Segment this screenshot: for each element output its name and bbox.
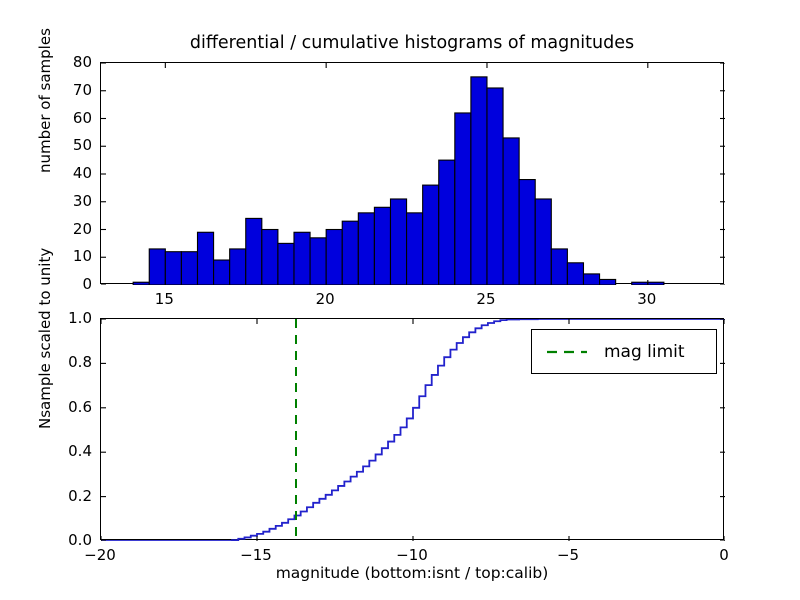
- histogram-bar: [341, 220, 359, 285]
- histogram-bar: [196, 231, 215, 285]
- top-xtick-2: 25: [476, 290, 496, 308]
- bottom-panel-y-axis-label: Nsample scaled to unity: [36, 247, 54, 429]
- bottom-ytick-2: 0.4: [68, 442, 92, 461]
- histogram-bar: [486, 87, 504, 285]
- histogram-bar: [309, 237, 327, 285]
- bottom-ytick-0: 0.0: [68, 531, 92, 549]
- histogram-bar: [566, 262, 585, 285]
- figure-title: differential / cumulative histograms of …: [189, 33, 635, 53]
- histogram-bar: [454, 112, 472, 285]
- top-ytick-2: 20: [72, 219, 92, 238]
- top-panel-tickmarks: [101, 63, 725, 285]
- histogram-bar: [422, 184, 440, 285]
- histogram-bar: [550, 248, 568, 285]
- bottom-ytick-4: 0.8: [68, 353, 92, 372]
- histogram-bar: [631, 281, 649, 285]
- bottom-xtick-0: −20: [84, 546, 116, 564]
- x-axis-label: magnitude (bottom:isnt / top:calib): [275, 564, 549, 582]
- histogram-bar: [389, 198, 408, 285]
- bottom-panel-tickmarks: [101, 319, 725, 541]
- histogram-bar: [357, 212, 375, 285]
- histogram-bar: [213, 259, 231, 285]
- histogram-bar: [180, 251, 199, 285]
- bottom-xtick-1: −15: [240, 546, 272, 564]
- bottom-ytick-1: 0.2: [68, 486, 92, 505]
- histogram-bar: [438, 159, 456, 285]
- histogram-bar: [293, 231, 311, 285]
- top-panel-plot-area: [101, 63, 725, 285]
- top-xtick-3: 30: [637, 290, 657, 308]
- bottom-xtick-3: −5: [556, 546, 580, 564]
- histogram-bar: [148, 248, 166, 285]
- top-ytick-7: 70: [72, 80, 92, 99]
- top-xtick-1: 20: [315, 290, 335, 308]
- histogram-bar: [582, 273, 601, 285]
- histogram-bar: [261, 228, 279, 285]
- top-ytick-1: 10: [72, 247, 92, 266]
- bottom-panel-plot-area: [101, 319, 725, 541]
- histogram-bar: [599, 278, 617, 285]
- histogram-bar: [406, 212, 424, 285]
- histogram-bar: [647, 281, 665, 285]
- histogram-bar: [164, 251, 182, 285]
- top-ytick-5: 50: [72, 136, 92, 155]
- bottom-xtick-4: 0: [719, 546, 729, 564]
- histogram-bar: [132, 281, 150, 285]
- legend: mag limit: [531, 329, 717, 374]
- histogram-bar: [470, 76, 488, 285]
- cumulative-step-curve: [101, 319, 725, 541]
- bottom-ytick-5: 1.0: [68, 309, 92, 327]
- top-ytick-8: 80: [72, 53, 92, 71]
- histogram-bar: [502, 137, 520, 285]
- top-ytick-3: 30: [72, 191, 92, 210]
- histogram-bar: [373, 206, 392, 285]
- histogram-bar: [518, 179, 536, 285]
- top-ytick-4: 40: [72, 164, 92, 182]
- bottom-ytick-3: 0.6: [68, 397, 92, 416]
- histogram-bar: [245, 217, 263, 285]
- histogram-bar: [277, 242, 295, 285]
- top-ytick-6: 60: [72, 108, 92, 127]
- mag-limit-legend-swatch-icon: [547, 350, 587, 353]
- top-xtick-0: 15: [154, 290, 174, 308]
- legend-label-mag-limit: mag limit: [604, 341, 685, 362]
- histogram-bars: [132, 76, 665, 285]
- histogram-bar: [229, 248, 247, 285]
- bottom-xtick-2: −10: [396, 546, 428, 564]
- top-panel-y-axis-label: number of samples: [36, 28, 54, 173]
- top-panel-axes: [100, 62, 725, 285]
- histogram-bar: [534, 198, 552, 285]
- histogram-bar: [325, 228, 343, 285]
- top-ytick-0: 0: [82, 275, 92, 293]
